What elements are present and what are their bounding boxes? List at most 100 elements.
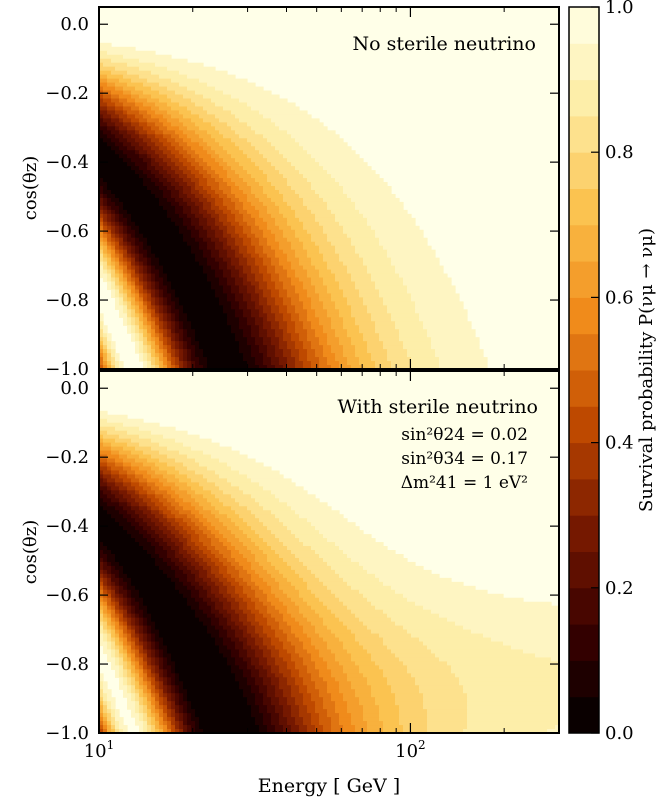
heatmap-cell xyxy=(127,681,132,686)
heatmap-cell xyxy=(219,621,228,627)
heatmap-cell xyxy=(279,126,328,131)
heatmap-cell xyxy=(399,705,424,710)
heatmap-cell xyxy=(275,565,292,571)
heatmap-cell xyxy=(119,130,128,135)
heatmap-cell xyxy=(323,225,344,231)
heatmap-cell xyxy=(347,677,368,682)
heatmap-cell xyxy=(219,557,228,563)
heatmap-cell xyxy=(219,154,232,159)
heatmap-cell xyxy=(103,685,108,690)
heatmap-cell xyxy=(179,530,188,535)
heatmap-cell xyxy=(311,321,320,326)
colorbar-tick-label: 0.2 xyxy=(605,578,634,599)
heatmap-cell xyxy=(143,661,148,666)
heatmap-cell xyxy=(419,313,468,318)
heatmap-cell xyxy=(227,657,236,662)
heatmap-cell xyxy=(163,665,172,670)
heatmap-cell xyxy=(99,605,104,611)
heatmap-cell xyxy=(115,709,120,714)
heatmap-cell xyxy=(187,482,200,487)
heatmap-cell xyxy=(455,621,559,627)
heatmap-cell xyxy=(307,705,316,710)
heatmap-cell xyxy=(139,265,144,271)
heatmap-cell xyxy=(279,713,284,718)
heatmap-cell xyxy=(99,593,104,599)
heatmap-cell xyxy=(171,142,180,147)
heatmap-cell xyxy=(383,301,416,306)
heatmap-cell xyxy=(291,629,304,635)
heatmap-cell xyxy=(175,474,188,480)
heatmap-cell xyxy=(339,681,352,686)
heatmap-cell xyxy=(119,577,124,583)
heatmap-cell xyxy=(139,677,144,682)
heatmap-cell xyxy=(171,353,176,358)
heatmap-cell xyxy=(239,249,248,255)
heatmap-cell xyxy=(291,313,300,318)
heatmap-cell xyxy=(107,494,116,499)
heatmap-cell xyxy=(111,470,120,476)
heatmap-cell xyxy=(155,110,168,116)
heatmap-cell xyxy=(139,725,144,730)
heatmap-cell xyxy=(255,337,264,342)
heatmap-cell xyxy=(291,713,300,718)
heatmap-cell xyxy=(279,701,288,706)
heatmap-cell xyxy=(131,462,144,468)
heatmap-cell xyxy=(131,438,152,444)
heatmap-cell xyxy=(263,589,272,595)
heatmap-cell xyxy=(127,138,136,143)
heatmap-cell xyxy=(99,538,136,543)
heatmap-cell xyxy=(139,530,148,535)
heatmap-cell xyxy=(215,197,224,203)
heatmap-cell xyxy=(155,305,160,310)
heatmap-cell xyxy=(195,130,208,135)
heatmap-cell xyxy=(267,285,276,291)
heatmap-cell xyxy=(267,605,276,611)
heatmap-cell xyxy=(291,641,304,647)
heatmap-cell xyxy=(219,649,232,655)
heatmap-cell xyxy=(259,633,268,639)
heatmap-cell xyxy=(111,209,116,215)
heatmap-cell xyxy=(115,605,120,611)
heatmap-cell xyxy=(187,182,196,187)
heatmap-cell xyxy=(167,162,176,167)
heatmap-cell xyxy=(99,577,104,583)
heatmap-cell xyxy=(211,510,220,515)
heatmap-cell xyxy=(111,289,116,295)
heatmap-cell xyxy=(223,553,232,559)
heatmap-cell xyxy=(327,205,356,211)
heatmap-cell xyxy=(139,277,144,283)
heatmap-cell xyxy=(403,345,432,350)
heatmap-cell xyxy=(223,573,232,579)
heatmap-cell xyxy=(123,281,128,287)
heatmap-cell xyxy=(107,225,112,231)
heatmap-cell xyxy=(127,329,132,334)
heatmap-cell xyxy=(175,534,184,539)
heatmap-cell xyxy=(139,269,144,275)
heatmap-cell xyxy=(219,458,256,464)
heatmap-cell xyxy=(195,353,204,358)
heatmap-cell xyxy=(291,597,304,603)
heatmap-cell xyxy=(175,305,184,310)
heatmap-cell xyxy=(99,633,104,639)
heatmap-cell xyxy=(311,546,340,551)
heatmap-cell xyxy=(267,349,276,354)
heatmap-cell xyxy=(115,721,120,726)
heatmap-cell xyxy=(159,170,168,175)
heatmap-cell xyxy=(191,518,200,523)
heatmap-cell xyxy=(159,629,208,635)
heatmap-cell xyxy=(291,337,300,342)
heatmap-cell xyxy=(271,713,280,718)
heatmap-cell xyxy=(243,265,252,271)
heatmap-cell xyxy=(471,629,559,635)
heatmap-cell xyxy=(103,130,112,135)
heatmap-cell xyxy=(119,273,124,279)
heatmap-cell xyxy=(99,333,104,338)
heatmap-cell xyxy=(115,653,120,659)
heatmap-cell xyxy=(151,289,156,295)
heatmap-cell xyxy=(191,245,200,251)
heatmap-cell xyxy=(187,490,196,495)
heatmap-cell xyxy=(195,490,212,495)
heatmap-cell xyxy=(227,225,236,231)
heatmap-cell xyxy=(143,170,152,175)
heatmap-cell xyxy=(223,90,272,96)
